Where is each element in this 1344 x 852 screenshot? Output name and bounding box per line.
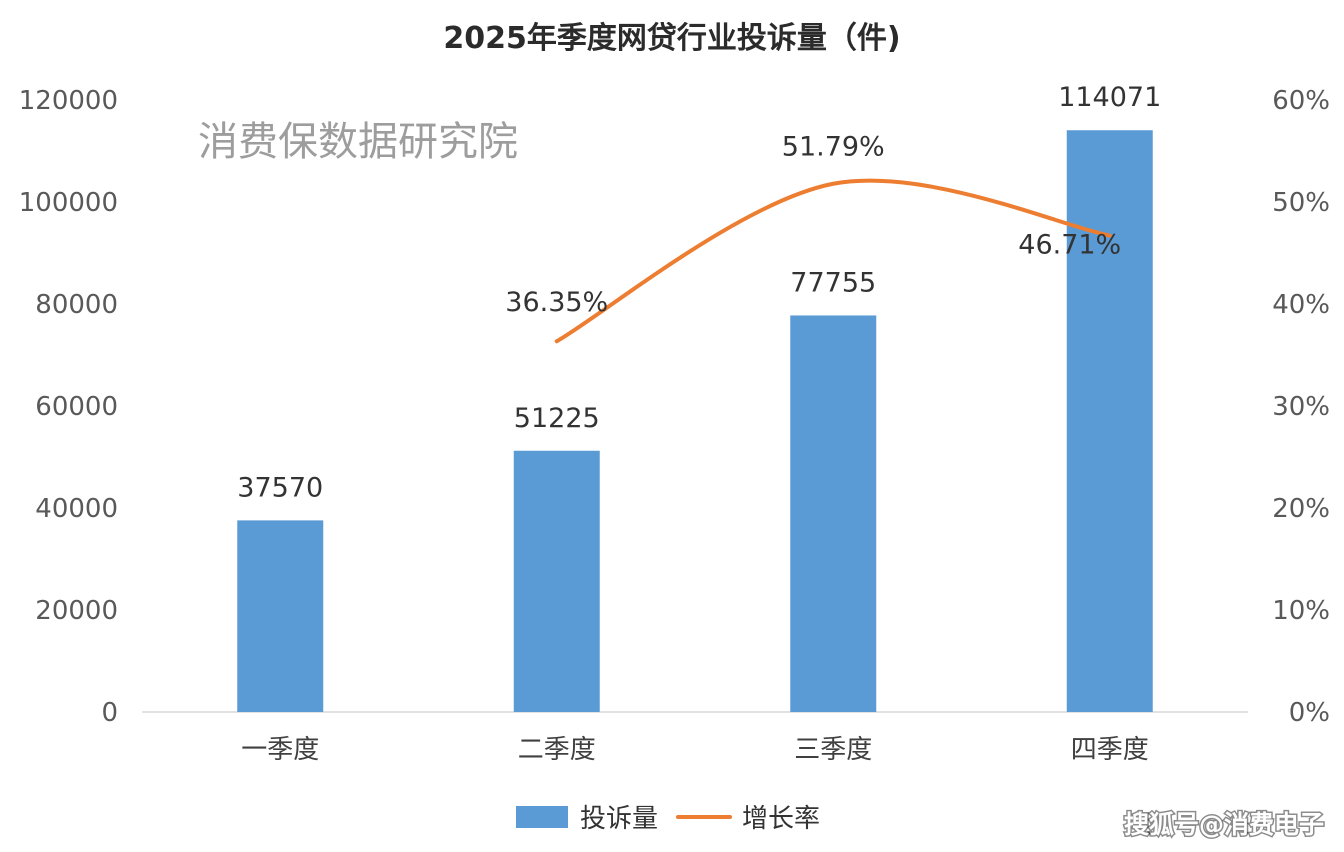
line-data-label: 46.71% [1018,230,1121,261]
bar-data-labels: 37570 51225 77755 114071 [237,82,1161,503]
legend-label-line: 增长率 [742,804,820,834]
right-tick-label: 10% [1272,596,1330,626]
left-tick-label: 20000 [35,596,118,626]
right-tick-label: 60% [1272,86,1330,116]
category-label: 二季度 [518,735,596,765]
right-tick-label: 30% [1272,392,1330,422]
legend-swatch-bar [516,806,568,828]
left-tick-label: 100000 [19,188,118,218]
left-tick-label: 120000 [19,86,118,116]
left-tick-label: 40000 [35,494,118,524]
growth-rate-line [554,178,1112,344]
line-data-label: 51.79% [782,132,885,163]
credit-text: 搜狐号@消费电子 [1124,810,1324,839]
category-label: 三季度 [794,735,872,765]
category-labels: 一季度 二季度 三季度 四季度 [241,735,1149,765]
left-tick-label: 60000 [35,392,118,422]
chart-title: 2025年季度网贷行业投诉量（件) [443,21,900,56]
legend-label-bar: 投诉量 [580,804,658,834]
line-data-label: 36.35% [505,287,608,318]
bar-series [237,130,1153,712]
bar-data-label: 114071 [1058,82,1161,113]
bar [1066,130,1153,712]
right-axis: 0% 10% 20% 30% 40% 50% 60% [1272,86,1330,728]
bar [790,315,877,712]
left-axis: 0 20000 40000 60000 80000 100000 120000 [19,86,118,728]
category-label: 一季度 [241,735,319,765]
bar [513,450,600,712]
bar-data-label: 51225 [514,403,600,434]
right-tick-label: 50% [1272,188,1330,218]
watermark: 消费保数据研究院 [198,119,518,165]
legend: 投诉量 增长率 [516,804,820,834]
bar-data-label: 37570 [237,472,323,503]
right-tick-label: 40% [1272,290,1330,320]
line-series [554,178,1112,344]
right-tick-label: 0% [1289,698,1330,728]
line-data-labels: 36.35% 51.79% 46.71% [505,132,1121,318]
right-tick-label: 20% [1272,494,1330,524]
left-tick-label: 0 [101,698,118,728]
bar [237,520,324,712]
category-label: 四季度 [1071,735,1149,765]
left-tick-label: 80000 [35,290,118,320]
bar-data-label: 77755 [790,267,876,298]
